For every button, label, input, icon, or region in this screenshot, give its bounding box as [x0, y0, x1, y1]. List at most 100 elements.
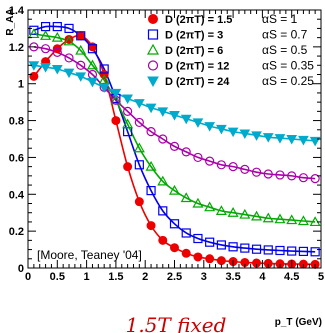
legend-marker-3 — [147, 60, 159, 71]
data-point-s3-16 — [216, 160, 226, 170]
data-point-s1-11 — [158, 206, 168, 216]
data-point-s2-5 — [86, 59, 98, 70]
data-point-s3-17 — [228, 162, 238, 172]
data-point-s3-23 — [298, 173, 309, 183]
data-point-s0-15 — [205, 254, 215, 264]
data-point-s0-8 — [123, 162, 133, 172]
data-point-s0-12 — [170, 243, 179, 253]
data-point-s3-14 — [193, 152, 203, 163]
data-point-s4-22 — [286, 135, 298, 145]
data-point-s4-3 — [63, 68, 75, 79]
data-point-s2-18 — [239, 208, 251, 219]
series-line-2 — [33, 33, 316, 223]
legend-label-1: D (2πT) = 3 — [165, 30, 223, 42]
data-point-s3-10 — [146, 127, 156, 137]
data-point-s3-19 — [251, 167, 262, 177]
data-point-s2-12 — [168, 184, 181, 195]
data-point-s3-11 — [158, 134, 168, 144]
data-point-s4-11 — [157, 107, 169, 117]
y-tick-label-1: 0.2 — [9, 226, 24, 238]
data-point-s1-21 — [275, 245, 285, 256]
legend-marker-4 — [147, 76, 159, 88]
data-point-s2-2 — [51, 31, 63, 42]
data-point-s1-5 — [87, 44, 98, 54]
data-point-s2-3 — [63, 35, 75, 46]
data-point-s1-24 — [310, 247, 320, 257]
data-point-s1-0 — [29, 25, 39, 35]
data-point-s0-0 — [29, 71, 39, 81]
data-point-s1-2 — [52, 21, 62, 32]
y-tick-label-0: 0 — [18, 263, 24, 275]
data-point-s4-12 — [169, 111, 180, 121]
data-point-s4-21 — [274, 134, 286, 144]
data-point-s4-5 — [87, 77, 98, 88]
data-point-s1-19 — [251, 244, 262, 254]
data-point-s2-23 — [297, 215, 309, 226]
data-point-s4-23 — [298, 135, 309, 146]
x-tick-label-10: 5 — [318, 271, 324, 283]
y-axis-title: R_AA — [5, 8, 16, 35]
x-tick-label-2: 1 — [84, 271, 90, 283]
legend: D (2πT) = 1.5 αS = 1 D (2πT) = 3 αS = 0.7 D … — [146, 12, 314, 88]
data-point-s1-22 — [287, 246, 297, 256]
data-point-s2-9 — [133, 142, 145, 153]
legend-alpha-2: αS = 0.5 — [262, 43, 308, 57]
data-point-s4-17 — [227, 127, 239, 138]
data-point-s2-10 — [145, 160, 157, 171]
data-point-s2-22 — [286, 214, 298, 225]
data-point-s3-13 — [181, 147, 191, 157]
data-point-s2-21 — [274, 213, 286, 224]
data-point-s0-13 — [181, 248, 191, 258]
data-point-s1-9 — [134, 160, 144, 170]
legend-marker-0 — [148, 14, 158, 24]
data-point-s3-12 — [169, 141, 180, 151]
data-point-s0-16 — [216, 256, 226, 266]
data-point-s4-19 — [251, 131, 262, 141]
legend-label-2: D (2πT) = 6 — [165, 45, 223, 57]
data-point-s2-16 — [215, 205, 227, 215]
data-point-s1-3 — [64, 23, 74, 34]
data-point-s1-12 — [169, 219, 180, 229]
y-tick-label-5: 1 — [18, 79, 24, 91]
y-tick-label-3: 0.6 — [9, 152, 24, 164]
data-point-s2-1 — [40, 30, 52, 40]
data-point-s0-14 — [193, 252, 203, 262]
x-tick-label-1: 0.5 — [50, 271, 65, 283]
legend-alpha-3: αS = 0.35 — [262, 59, 314, 73]
data-point-s2-19 — [251, 210, 263, 221]
x-tick-label-8: 4 — [259, 271, 266, 283]
data-point-s2-14 — [192, 197, 204, 208]
data-point-s4-1 — [40, 63, 51, 73]
data-point-s3-21 — [275, 170, 285, 180]
x-tick-label-3: 1.5 — [108, 271, 123, 283]
data-point-s3-22 — [287, 171, 297, 181]
data-point-s3-18 — [240, 164, 250, 175]
data-point-s2-17 — [227, 206, 239, 217]
data-point-s0-9 — [134, 197, 144, 207]
x-axis-title: p_T (GeV) — [275, 317, 322, 328]
data-point-s4-9 — [133, 99, 145, 109]
y-tick-label-7: 1.4 — [9, 5, 25, 17]
data-point-s0-7 — [111, 116, 121, 126]
data-point-s3-15 — [205, 156, 215, 166]
data-point-s4-13 — [180, 114, 192, 125]
y-axis-ticks: 0 0.2 0.4 0.6 0.8 1 1.2 1.4 — [9, 5, 321, 275]
data-point-s3-2 — [52, 47, 62, 57]
data-point-s0-4 — [76, 31, 86, 41]
data-point-s1-23 — [298, 246, 309, 257]
data-point-s1-15 — [205, 237, 215, 247]
legend-label-4: D (2πT) = 24 — [165, 76, 230, 88]
legend-marker-1 — [147, 29, 159, 40]
data-point-s0-10 — [146, 221, 156, 231]
data-point-s4-6 — [98, 83, 110, 93]
legend-alpha-0: αS = 1 — [262, 12, 298, 26]
data-point-s2-4 — [75, 44, 87, 55]
data-point-s4-2 — [51, 64, 63, 75]
data-point-s4-20 — [262, 133, 274, 143]
x-tick-label-6: 3 — [201, 271, 207, 283]
legend-label-3: D (2πT) = 12 — [165, 61, 229, 73]
legend-alpha-1: αS = 0.7 — [262, 28, 308, 42]
y-tick-label-2: 0.4 — [9, 189, 25, 201]
x-tick-label-5: 2.5 — [167, 271, 182, 283]
data-point-s3-9 — [134, 117, 144, 128]
